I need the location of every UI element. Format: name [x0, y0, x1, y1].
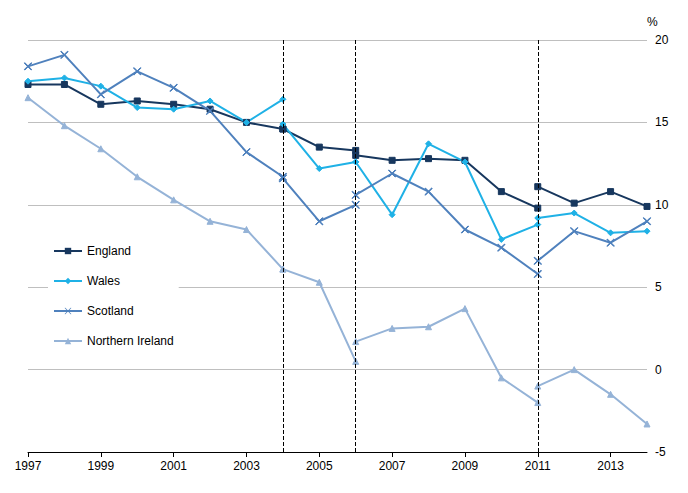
svg-text:England: England	[87, 244, 131, 258]
svg-text:15: 15	[655, 115, 669, 129]
svg-text:2003: 2003	[233, 459, 260, 473]
svg-text:-5: -5	[655, 445, 666, 459]
svg-text:2001: 2001	[160, 459, 187, 473]
svg-text:20: 20	[655, 33, 669, 47]
svg-text:Northern Ireland: Northern Ireland	[87, 334, 174, 348]
svg-text:1997: 1997	[15, 459, 42, 473]
svg-text:2005: 2005	[306, 459, 333, 473]
svg-text:0: 0	[655, 363, 662, 377]
svg-text:2011: 2011	[525, 459, 551, 473]
svg-text:%: %	[647, 15, 658, 29]
svg-text:10: 10	[655, 198, 669, 212]
svg-text:Scotland: Scotland	[87, 304, 134, 318]
svg-text:Wales: Wales	[87, 274, 120, 288]
svg-text:2007: 2007	[379, 459, 406, 473]
svg-text:1999: 1999	[87, 459, 114, 473]
svg-text:2013: 2013	[597, 459, 624, 473]
svg-text:2009: 2009	[452, 459, 479, 473]
svg-text:5: 5	[655, 280, 662, 294]
